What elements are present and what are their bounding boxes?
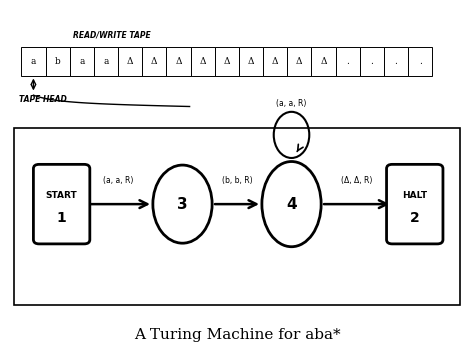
Text: .: . <box>346 57 349 66</box>
FancyBboxPatch shape <box>215 47 239 76</box>
Text: a: a <box>31 57 36 66</box>
Text: Δ: Δ <box>320 57 327 66</box>
Text: Δ: Δ <box>296 57 302 66</box>
FancyBboxPatch shape <box>408 47 432 76</box>
Text: Δ: Δ <box>151 57 157 66</box>
Text: Δ: Δ <box>175 57 182 66</box>
Text: 2: 2 <box>410 211 419 225</box>
FancyBboxPatch shape <box>33 164 90 244</box>
Text: .: . <box>419 57 422 66</box>
Text: .: . <box>394 57 398 66</box>
Text: a: a <box>79 57 84 66</box>
FancyBboxPatch shape <box>70 47 94 76</box>
Text: Δ: Δ <box>248 57 254 66</box>
FancyBboxPatch shape <box>142 47 166 76</box>
Text: HALT: HALT <box>402 191 428 200</box>
Text: (a, a, R): (a, a, R) <box>276 99 307 108</box>
Text: Δ: Δ <box>200 57 206 66</box>
Text: (a, a, R): (a, a, R) <box>103 176 134 185</box>
FancyBboxPatch shape <box>166 47 191 76</box>
Text: 3: 3 <box>177 197 188 212</box>
FancyBboxPatch shape <box>191 47 215 76</box>
Ellipse shape <box>262 162 321 247</box>
FancyBboxPatch shape <box>94 47 118 76</box>
Text: (b, b, R): (b, b, R) <box>222 176 252 185</box>
FancyBboxPatch shape <box>14 128 460 305</box>
Text: Δ: Δ <box>224 57 230 66</box>
FancyBboxPatch shape <box>239 47 263 76</box>
Text: b: b <box>55 57 61 66</box>
Text: TAPE HEAD: TAPE HEAD <box>19 95 67 104</box>
FancyBboxPatch shape <box>287 47 311 76</box>
FancyBboxPatch shape <box>21 47 46 76</box>
FancyBboxPatch shape <box>387 164 443 244</box>
FancyBboxPatch shape <box>360 47 384 76</box>
Ellipse shape <box>153 165 212 243</box>
Text: Δ: Δ <box>127 57 133 66</box>
Text: 1: 1 <box>57 211 66 225</box>
Text: READ/WRITE TAPE: READ/WRITE TAPE <box>73 30 151 39</box>
FancyBboxPatch shape <box>311 47 336 76</box>
Text: (Δ, Δ, R): (Δ, Δ, R) <box>341 176 373 185</box>
FancyBboxPatch shape <box>118 47 142 76</box>
Text: Δ: Δ <box>272 57 278 66</box>
Text: START: START <box>46 191 77 200</box>
FancyBboxPatch shape <box>384 47 408 76</box>
Text: a: a <box>103 57 109 66</box>
FancyBboxPatch shape <box>263 47 287 76</box>
Text: 4: 4 <box>286 197 297 212</box>
FancyBboxPatch shape <box>336 47 360 76</box>
Text: .: . <box>370 57 374 66</box>
FancyBboxPatch shape <box>46 47 70 76</box>
Text: A Turing Machine for aba*: A Turing Machine for aba* <box>134 328 340 343</box>
